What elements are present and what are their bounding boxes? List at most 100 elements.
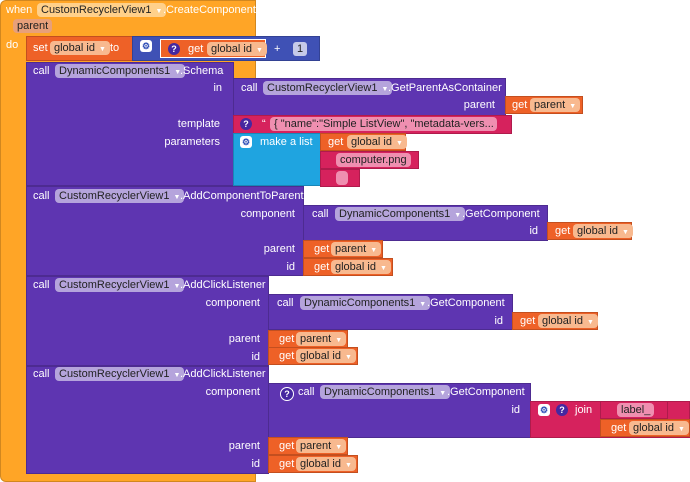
dropdown-value: CustomRecyclerView1 bbox=[59, 368, 170, 380]
dropdown-arrow-icon: ▼ bbox=[335, 444, 343, 451]
parent-label: parent bbox=[228, 333, 260, 345]
get-var-dropdown[interactable]: global id ▼ bbox=[347, 135, 407, 149]
add-click-listener-block-2[interactable] bbox=[26, 366, 269, 474]
get-label: get bbox=[279, 333, 295, 345]
dropdown-arrow-icon: ▼ bbox=[569, 103, 577, 110]
method-label: .GetComponent bbox=[447, 386, 525, 398]
get-var-dropdown[interactable]: parent ▼ bbox=[296, 439, 347, 453]
text-value-empty[interactable] bbox=[336, 171, 348, 185]
get-var-dropdown[interactable]: global id ▼ bbox=[331, 260, 391, 274]
dropdown-value: parent bbox=[300, 333, 332, 345]
schema-component-dropdown[interactable]: DynamicComponents1 ▼ bbox=[55, 64, 186, 78]
id-label: id bbox=[286, 261, 295, 273]
when-label: when bbox=[6, 4, 33, 16]
gear-icon[interactable]: ⚙ bbox=[240, 136, 252, 148]
component-label: component bbox=[205, 297, 260, 309]
component-dropdown[interactable]: DynamicComponents1 ▼ bbox=[320, 385, 451, 399]
dropdown-value: DynamicComponents1 bbox=[339, 208, 451, 220]
component-dropdown[interactable]: CustomRecyclerView1 ▼ bbox=[55, 189, 185, 203]
get-label: get bbox=[314, 261, 330, 273]
get-var-dropdown[interactable]: parent ▼ bbox=[331, 242, 382, 256]
dropdown-value: global id bbox=[335, 261, 376, 273]
get-var-dropdown[interactable]: global id ▼ bbox=[296, 349, 356, 363]
dropdown-value: global id bbox=[211, 43, 252, 55]
dropdown-value: CustomRecyclerView1 bbox=[267, 82, 378, 94]
set-label: set bbox=[33, 42, 48, 54]
get-var-dropdown[interactable]: global id ▼ bbox=[538, 314, 598, 328]
plus-operator: + bbox=[274, 43, 281, 55]
get-var-dropdown[interactable]: global id ▼ bbox=[573, 224, 633, 238]
dropdown-arrow-icon: ▼ bbox=[454, 212, 462, 219]
component-label: component bbox=[240, 208, 295, 220]
gear-icon[interactable]: ⚙ bbox=[538, 404, 550, 416]
get-var-dropdown[interactable]: global id ▼ bbox=[296, 457, 356, 471]
get-var-dropdown[interactable]: parent ▼ bbox=[530, 98, 581, 112]
dropdown-arrow-icon: ▼ bbox=[419, 301, 427, 308]
help-icon[interactable]: ? bbox=[168, 43, 180, 55]
template-text-value[interactable]: { "name":"Simple ListView", "metadata-ve… bbox=[270, 117, 497, 131]
dropdown-arrow-icon: ▼ bbox=[98, 46, 106, 53]
dropdown-arrow-icon: ▼ bbox=[173, 194, 181, 201]
get-label: get bbox=[314, 243, 330, 255]
component-dropdown[interactable]: CustomRecyclerView1 ▼ bbox=[55, 367, 185, 381]
number-one[interactable]: 1 bbox=[293, 42, 308, 56]
help-icon[interactable]: ? bbox=[280, 387, 294, 401]
dropdown-value: CustomRecyclerView1 bbox=[59, 190, 170, 202]
parent-param[interactable]: parent bbox=[13, 19, 53, 33]
id-label: id bbox=[511, 404, 520, 416]
get-label: get bbox=[555, 225, 571, 237]
gpac-component-dropdown[interactable]: CustomRecyclerView1 ▼ bbox=[263, 81, 393, 95]
dropdown-value: global id bbox=[633, 422, 674, 434]
do-label: do bbox=[6, 39, 19, 51]
template-label: template bbox=[177, 118, 220, 130]
parent-label: parent bbox=[463, 99, 495, 111]
parameters-label: parameters bbox=[164, 136, 220, 148]
text-value[interactable]: label_ bbox=[617, 403, 655, 417]
text-value[interactable]: computer.png bbox=[336, 153, 411, 167]
gpac-method-label: .GetParentAsContainer bbox=[388, 82, 502, 94]
dropdown-value: DynamicComponents1 bbox=[324, 386, 436, 398]
make-list-label: make a list bbox=[260, 136, 313, 148]
method-label: .AddClickListener bbox=[180, 368, 266, 380]
help-icon[interactable]: ? bbox=[556, 404, 568, 416]
get-label: get bbox=[520, 315, 536, 327]
dropdown-arrow-icon: ▼ bbox=[379, 265, 387, 272]
parent-label: parent bbox=[228, 440, 260, 452]
id-label: id bbox=[251, 458, 260, 470]
get-var-dropdown[interactable]: parent ▼ bbox=[296, 332, 347, 346]
parent-label: parent bbox=[263, 243, 295, 255]
get-label: get bbox=[328, 136, 344, 148]
component-dropdown[interactable]: CustomRecyclerView1 ▼ bbox=[55, 278, 185, 292]
call-label: call bbox=[312, 208, 329, 220]
dropdown-value: CustomRecyclerView1 bbox=[41, 4, 152, 16]
schema-method-label: .Schema bbox=[180, 65, 224, 77]
get-var-dropdown[interactable]: global id ▼ bbox=[207, 42, 267, 56]
dropdown-arrow-icon: ▼ bbox=[155, 8, 163, 15]
call-label: call bbox=[33, 368, 50, 380]
dropdown-value: global id bbox=[542, 315, 583, 327]
call-label: call bbox=[33, 65, 50, 77]
call-label: call bbox=[241, 82, 258, 94]
gear-icon[interactable]: ⚙ bbox=[140, 40, 152, 52]
call-label: call bbox=[33, 279, 50, 291]
component-dropdown[interactable]: DynamicComponents1 ▼ bbox=[335, 207, 466, 221]
method-label: .GetComponent bbox=[427, 297, 505, 309]
help-icon[interactable]: ? bbox=[240, 118, 252, 130]
get-label: get bbox=[188, 43, 204, 55]
dropdown-value: DynamicComponents1 bbox=[304, 297, 416, 309]
dropdown-value: global id bbox=[577, 225, 618, 237]
dropdown-arrow-icon: ▼ bbox=[439, 390, 447, 397]
get-label: get bbox=[279, 350, 295, 362]
component-dropdown[interactable]: DynamicComponents1 ▼ bbox=[300, 296, 431, 310]
dropdown-arrow-icon: ▼ bbox=[621, 229, 629, 236]
get-var-dropdown[interactable]: global id ▼ bbox=[629, 421, 689, 435]
event-component-dropdown[interactable]: CustomRecyclerView1 ▼ bbox=[37, 3, 167, 17]
id-label: id bbox=[251, 351, 260, 363]
to-label: to bbox=[110, 42, 120, 54]
dropdown-value: global id bbox=[300, 350, 341, 362]
id-label: id bbox=[529, 225, 538, 237]
dropdown-value: parent bbox=[300, 440, 332, 452]
schema-call-block[interactable] bbox=[26, 62, 234, 186]
dropdown-arrow-icon: ▼ bbox=[344, 354, 352, 361]
set-var-dropdown[interactable]: global id ▼ bbox=[50, 41, 110, 55]
